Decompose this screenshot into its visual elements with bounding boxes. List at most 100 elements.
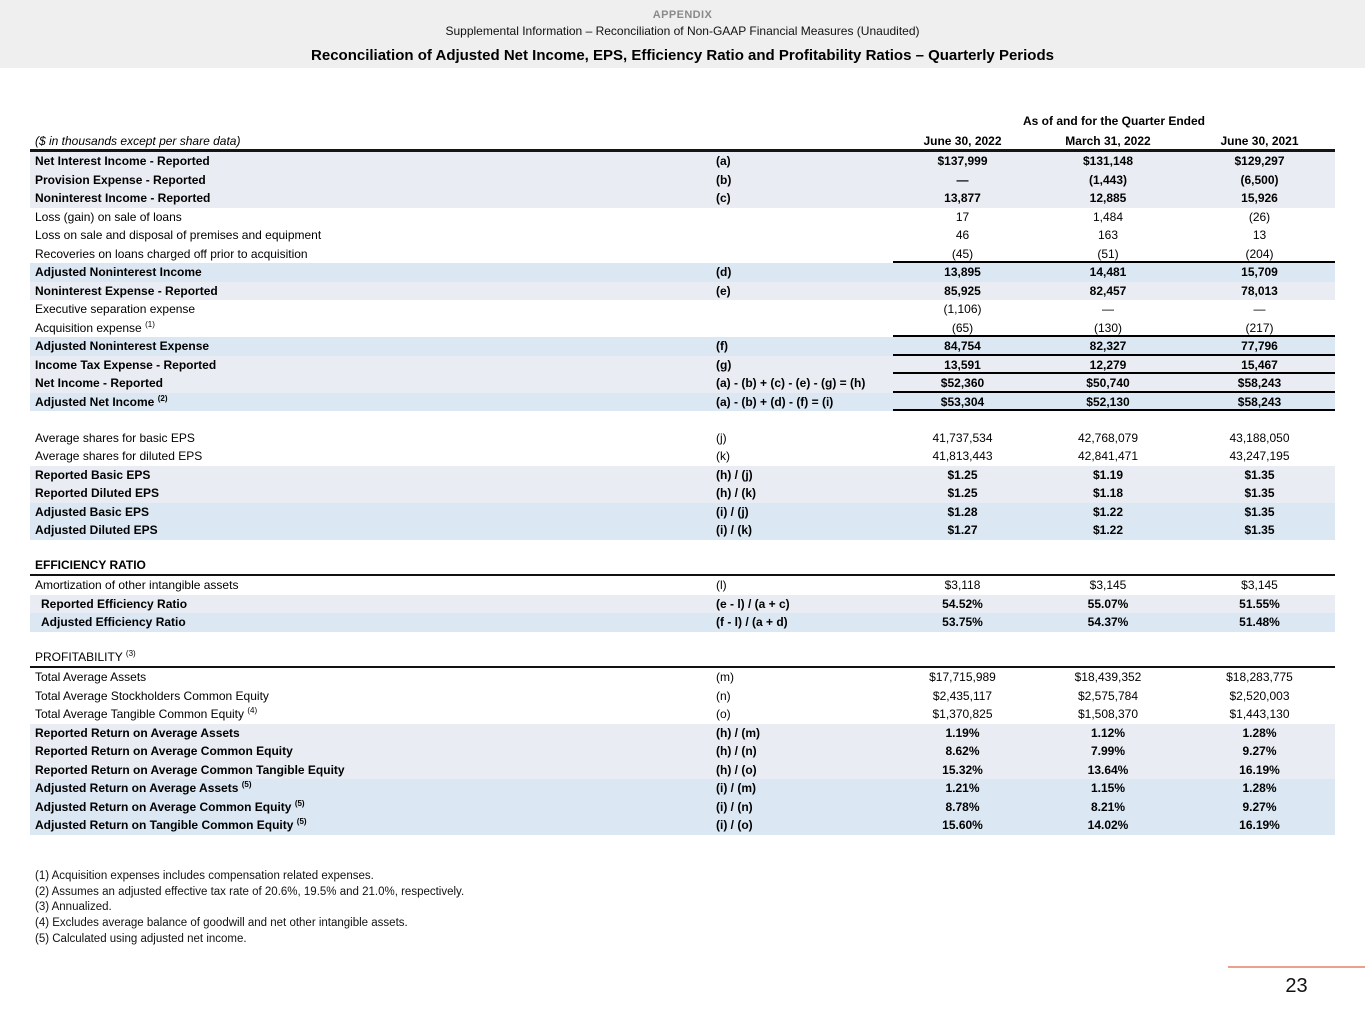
row-values: 41,737,534 42,768,079 43,188,050 (893, 429, 1335, 448)
value-cell: 8.78% (945, 799, 980, 814)
table-row: Total Average Tangible Common Equity (4)… (30, 705, 1335, 724)
table-row: Adjusted Basic EPS (i) / (j) $1.28 $1.22 $1.… (30, 502, 1335, 522)
row-values: 13,877 12,885 15,926 (893, 189, 1335, 208)
value-cell: 16.19% (1239, 818, 1280, 832)
footnotes: (1) Acquisition expenses includes compen… (35, 869, 464, 948)
value-cell: (1,106) (943, 302, 982, 316)
row-values: 46 163 13 (893, 226, 1335, 245)
value-cell: $18,283,775 (1226, 670, 1293, 684)
row-formula: (h) / (j) (716, 467, 753, 482)
footnote-marker: (1) (145, 319, 155, 329)
table-row: Adjusted Noninterest Income (d) 13,895 14,4… (30, 263, 1335, 282)
row-label: Loss (gain) on sale of loans (35, 209, 182, 224)
table-row: Adjusted Diluted EPS (i) / (k) $1.27 $1.22 $… (30, 521, 1335, 540)
column-header-mar-31-2022: March 31, 2022 (1065, 134, 1151, 148)
slide-header: APPENDIX Supplemental Information – Reco… (0, 0, 1365, 68)
value-cell: — (1102, 302, 1114, 316)
row-values: 13,591 12,279 15,467 (893, 356, 1335, 374)
row-values: $1.28 $1.22 $1.35 (893, 503, 1335, 522)
row-values: 54.52% 55.07% 51.55% (893, 595, 1335, 614)
row-label: Total Average Tangible Common Equity (4) (35, 706, 258, 722)
row-label: Total Average Assets (35, 670, 147, 684)
table-row: Total Average Assets (m) $17,715,989 $18,43… (30, 668, 1335, 687)
value-cell: (130) (1093, 320, 1122, 335)
footnote: (4) Excludes average balance of goodwill… (35, 917, 408, 930)
value-cell: $1.22 (1092, 523, 1124, 537)
row-formula (716, 319, 893, 338)
page-footer: 23 (1228, 966, 1365, 998)
value-cell: 85,925 (944, 283, 981, 298)
value-cell: (217) (1245, 320, 1274, 335)
row-label: Adjusted Return on Tangible Common Equit… (35, 817, 307, 833)
value-cell: 7.99% (1090, 744, 1126, 758)
table-row: Reported Basic EPS (h) / (j) $1.25 $1.19 $1.… (30, 465, 1335, 484)
row-label: Average shares for diluted EPS (35, 449, 203, 463)
table-row: Executive separation expense (1,106) — — (30, 300, 1335, 319)
table-row: Recoveries on loans charged off prior to… (30, 245, 1335, 264)
row-formula: (i) / (j) (716, 504, 749, 519)
row-values: — (1,443) (6,500) (893, 171, 1335, 190)
row-label: Income Tax Expense - Reported (35, 357, 217, 372)
table-row: Total Average Stockholders Common Equity… (30, 687, 1335, 706)
value-cell: $1.25 (947, 486, 978, 500)
value-cell: (6,500) (1240, 172, 1279, 187)
value-cell: $17,715,989 (929, 670, 996, 684)
value-cell: $1.35 (1244, 467, 1275, 482)
row-label: Adjusted Noninterest Income (35, 265, 202, 279)
row-values: 17 1,484 (26) (893, 208, 1335, 227)
value-cell: $131,148 (1082, 154, 1134, 168)
value-cell: $1.35 (1244, 486, 1275, 500)
row-formula: (j) (716, 430, 727, 445)
value-cell: $1.27 (947, 523, 978, 537)
value-cell: 42,768,079 (1077, 430, 1139, 445)
row-values: 15.60% 14.02% 16.19% (893, 816, 1335, 835)
row-formula (716, 208, 893, 227)
value-cell: 16.19% (1239, 762, 1280, 777)
footnote-marker: (5) (296, 817, 307, 826)
footnote-marker: (2) (157, 393, 168, 403)
value-cell: 46 (955, 228, 970, 242)
value-cell: — (1253, 302, 1266, 316)
table-row: Average shares for basic EPS (j) 41,737,53… (30, 429, 1335, 448)
row-values: 1.19% 1.12% 1.28% (893, 724, 1335, 743)
value-cell: 12,279 (1089, 357, 1127, 372)
value-cell: 1,484 (1092, 209, 1124, 224)
footnote-marker: (3) (125, 649, 136, 658)
row-formula: (g) (716, 357, 732, 372)
row-label: Net Income - Reported (35, 376, 164, 390)
row-formula (716, 300, 893, 319)
value-cell: $50,740 (1086, 376, 1130, 390)
row-label: Reported Basic EPS (35, 467, 151, 482)
row-formula: (m) (716, 670, 734, 684)
row-values: 41,813,443 42,841,471 43,247,195 (893, 447, 1335, 466)
row-values: (45) (51) (204) (893, 245, 1335, 263)
row-values: 8.62% 7.99% 9.27% (893, 742, 1335, 761)
table-row: Acquisition expense (1) (65) (130) (217) (30, 319, 1335, 338)
value-cell: 43,188,050 (1229, 430, 1290, 445)
row-formula: (f - l) / (a + d) (716, 615, 788, 629)
value-cell: 15,926 (1241, 191, 1278, 205)
footnote: (2) Assumes an adjusted effective tax ra… (35, 885, 465, 898)
value-cell: $2,435,117 (932, 688, 993, 703)
value-cell: 77,796 (1241, 339, 1278, 353)
row-formula: (a) - (b) + (c) - (e) - (g) = (h) (716, 376, 866, 390)
row-formula: (h) / (k) (716, 486, 756, 500)
table-row: Noninterest Expense - Reported (e) 85,925 8… (30, 281, 1335, 300)
value-cell: 13,895 (944, 265, 981, 279)
value-cell: $53,304 (940, 394, 985, 409)
value-cell: 12,885 (1089, 191, 1127, 205)
row-label: Adjusted Net Income (2) (35, 393, 168, 409)
table-row: Loss on sale and disposal of premises an… (30, 226, 1335, 245)
row-formula: (i) / (o) (716, 818, 753, 832)
section-gap (30, 411, 1335, 429)
row-formula: (h) / (n) (716, 744, 757, 758)
row-label: Adjusted Return on Average Common Equity… (35, 798, 305, 814)
footnote: (1) Acquisition expenses includes compen… (35, 870, 374, 882)
section-gap (30, 540, 1335, 558)
row-formula: (n) (716, 688, 731, 703)
row-values: 13,895 14,481 15,709 (893, 263, 1335, 282)
row-formula (716, 245, 893, 264)
row-values: 84,754 82,327 77,796 (893, 337, 1335, 356)
row-values: $53,304 $52,130 $58,243 (893, 393, 1335, 411)
value-cell: (1,443) (1088, 172, 1128, 187)
